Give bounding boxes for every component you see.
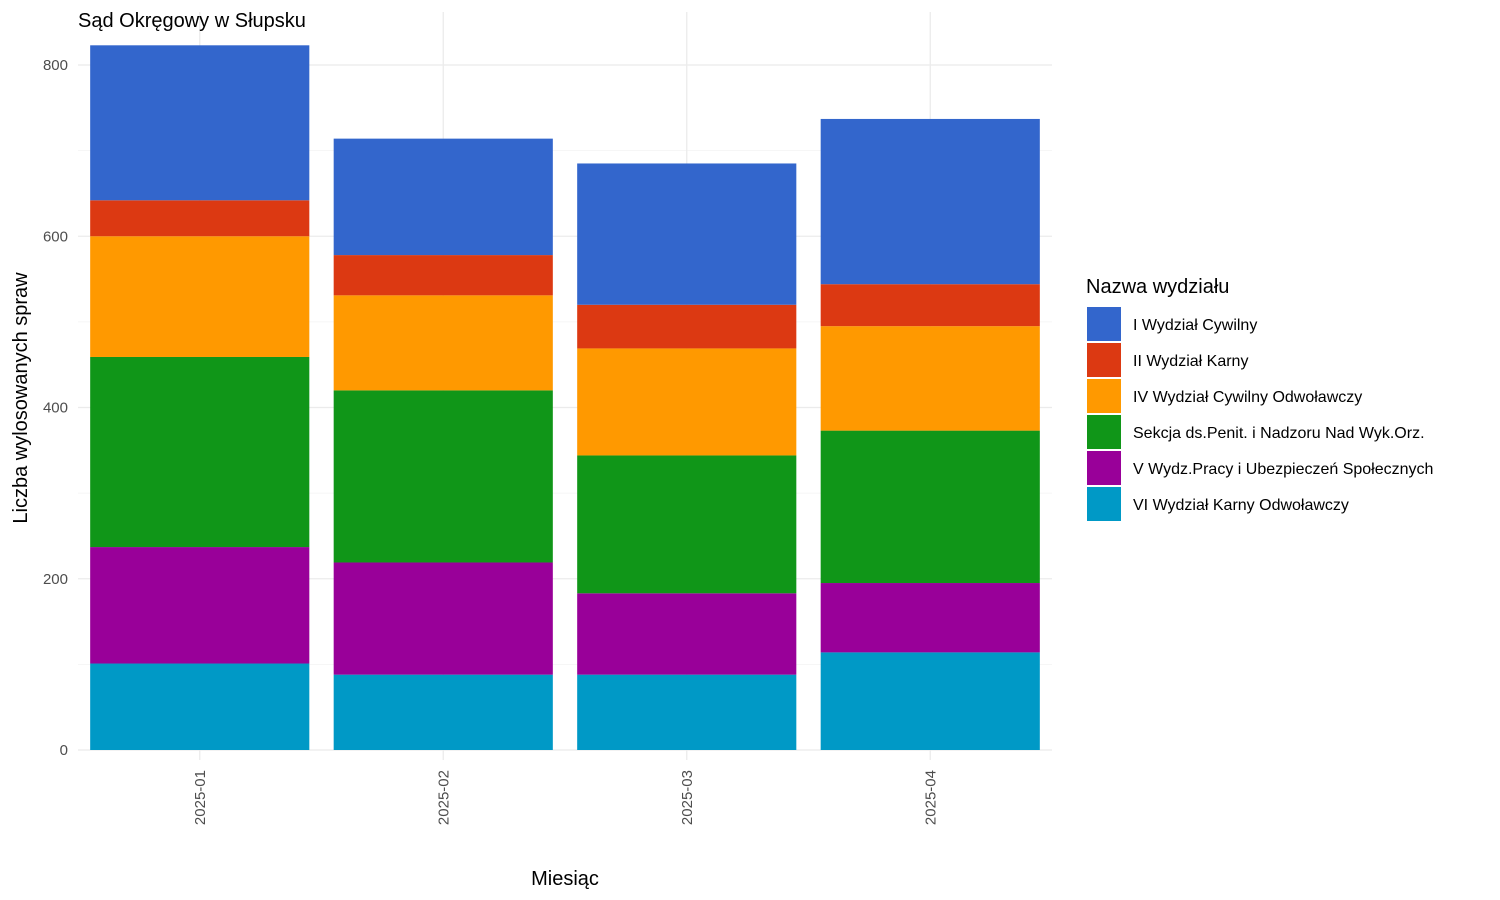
bar-2025-03-vi-wydzial-karny-odwolawczy — [577, 674, 797, 750]
bar-2025-01-ii-wydzial-karny — [90, 200, 310, 237]
bar-2025-01-vi-wydzial-karny-odwolawczy — [90, 663, 310, 750]
x-tick-label: 2025-04 — [922, 770, 939, 825]
bar-2025-04-iv-wydzial-cywilny-odwolawczy — [820, 326, 1040, 431]
bar-2025-01-iv-wydzial-cywilny-odwolawczy — [90, 236, 310, 357]
x-tick-label: 2025-02 — [435, 770, 452, 825]
legend-key-v-wydz-pracy-i-ubezpieczen-spolecznych — [1087, 451, 1121, 485]
bar-2025-01-v-wydz-pracy-i-ubezpieczen-spolecznych — [90, 547, 310, 664]
bar-2025-03-iv-wydzial-cywilny-odwolawczy — [577, 348, 797, 456]
x-axis-tick-labels: 2025-01 2025-02 2025-03 2025-04 — [192, 770, 940, 825]
legend-key-sekcja-ds-penit-i-nadzoru-nad-wyk-orz — [1087, 415, 1121, 449]
bar-2025-02-sekcja-ds-penit-i-nadzoru-nad-wyk-orz — [333, 390, 553, 563]
x-tick-label: 2025-03 — [679, 770, 696, 825]
y-tick-label: 400 — [43, 400, 68, 417]
bar-2025-02-i-wydzial-cywilny — [333, 138, 553, 256]
y-axis-title: Liczba wylosowanych spraw — [10, 272, 32, 524]
y-tick-label: 600 — [43, 228, 68, 245]
bar-2025-01-i-wydzial-cywilny — [90, 45, 310, 201]
legend-label-i-wydzial-cywilny: I Wydział Cywilny — [1133, 317, 1257, 334]
bar-2025-03-v-wydz-pracy-i-ubezpieczen-spolecznych — [577, 593, 797, 675]
y-tick-label: 200 — [43, 571, 68, 588]
bar-2025-03-i-wydzial-cywilny — [577, 163, 797, 305]
legend-key-iv-wydzial-cywilny-odwolawczy — [1087, 379, 1121, 413]
legend-label-sekcja-ds-penit-i-nadzoru-nad-wyk-orz: Sekcja ds.Penit. i Nadzoru Nad Wyk.Orz. — [1133, 425, 1425, 442]
bar-2025-04-sekcja-ds-penit-i-nadzoru-nad-wyk-orz — [820, 430, 1040, 584]
legend-label-vi-wydzial-karny-odwolawczy: VI Wydział Karny Odwoławczy — [1133, 497, 1349, 514]
bar-2025-03-sekcja-ds-penit-i-nadzoru-nad-wyk-orz — [577, 455, 797, 594]
legend: Nazwa wydziału I Wydział Cywilny II Wydzi… — [1086, 276, 1433, 521]
chart-title: Sąd Okręgowy w Słupsku — [78, 10, 306, 32]
bar-2025-02-v-wydz-pracy-i-ubezpieczen-spolecznych — [333, 562, 553, 675]
bar-2025-04-i-wydzial-cywilny — [820, 118, 1040, 285]
legend-label-iv-wydzial-cywilny-odwolawczy: IV Wydział Cywilny Odwoławczy — [1133, 389, 1362, 406]
legend-key-i-wydzial-cywilny — [1087, 307, 1121, 341]
y-tick-label: 0 — [60, 742, 68, 759]
bar-stacks — [90, 45, 1040, 750]
bar-2025-04-vi-wydzial-karny-odwolawczy — [820, 652, 1040, 750]
bar-2025-01-sekcja-ds-penit-i-nadzoru-nad-wyk-orz — [90, 356, 310, 548]
legend-label-ii-wydzial-karny: II Wydział Karny — [1133, 353, 1248, 370]
bar-2025-02-ii-wydzial-karny — [333, 255, 553, 296]
legend-title: Nazwa wydziału — [1086, 276, 1229, 298]
legend-label-v-wydz-pracy-i-ubezpieczen-spolecznych: V Wydz.Pracy i Ubezpieczeń Społecznych — [1133, 461, 1433, 478]
y-tick-label: 800 — [43, 57, 68, 74]
x-axis-title: Miesiąc — [531, 868, 599, 890]
legend-key-vi-wydzial-karny-odwolawczy — [1087, 487, 1121, 521]
bar-2025-02-vi-wydzial-karny-odwolawczy — [333, 674, 553, 750]
bar-2025-02-iv-wydzial-cywilny-odwolawczy — [333, 295, 553, 391]
x-tick-label: 2025-01 — [192, 770, 209, 825]
bar-2025-04-v-wydz-pracy-i-ubezpieczen-spolecznych — [820, 583, 1040, 653]
legend-key-ii-wydzial-karny — [1087, 343, 1121, 377]
bar-2025-03-ii-wydzial-karny — [577, 304, 797, 349]
bar-2025-04-ii-wydzial-karny — [820, 284, 1040, 327]
y-axis-tick-labels: 0 200 400 600 800 — [43, 57, 68, 759]
